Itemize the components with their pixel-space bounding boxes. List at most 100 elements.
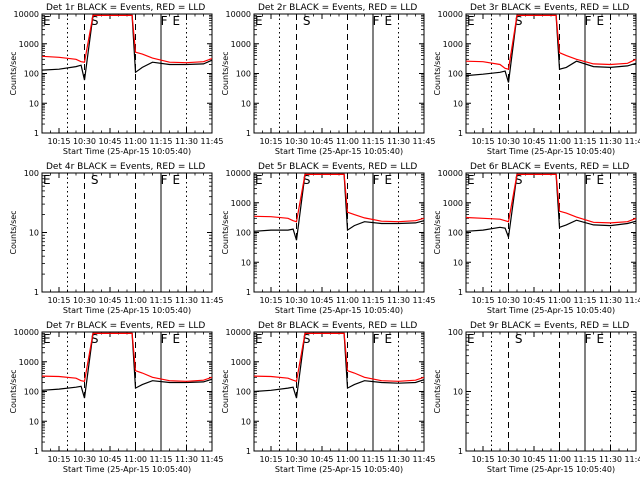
y-tick-label: 1 [246, 288, 251, 297]
series-events-line [466, 14, 636, 83]
y-axis-label: Counts/sec [221, 210, 230, 254]
y-tick-label: 10000 [438, 10, 463, 19]
y-tick-label: 1 [34, 288, 39, 297]
panel-det-5: Det 5r BLACK = Events, RED = LLD 1 10 100 10… [221, 162, 436, 315]
y-tick-label: 10000 [438, 169, 463, 178]
x-tick-label: 11:15 [361, 137, 384, 146]
y-tick-label: 10000 [226, 169, 251, 178]
series-group [466, 14, 636, 83]
y-tick-label: 10 [453, 99, 463, 108]
series-events-line [254, 173, 424, 241]
x-tick-label: 11:00 [124, 455, 147, 464]
x-tick-label: 11:15 [149, 455, 172, 464]
series-lld-line [42, 332, 212, 382]
x-tick-label: 11:15 [361, 296, 384, 305]
marker-s: S [515, 173, 523, 187]
marker-e: E [597, 332, 605, 346]
panel-title: Det 2r BLACK = Events, RED = LLD [258, 3, 417, 13]
series-lld-line [466, 14, 636, 70]
x-tick-label: 11:15 [573, 137, 596, 146]
series-group [42, 14, 212, 81]
x-tick-label: 11:15 [361, 455, 384, 464]
marker-f: F [585, 332, 592, 346]
x-axis-label: Start Time (25-Apr-15 10:05:40) [275, 147, 403, 156]
marker-e: E [173, 332, 181, 346]
x-tick-label: 11:30 [175, 137, 198, 146]
marker-s: S [91, 173, 99, 187]
x-tick-label: 10:45 [310, 455, 333, 464]
series-group [254, 332, 424, 399]
marker-s: S [91, 332, 99, 346]
y-tick-label: 1 [34, 129, 39, 138]
x-tick-label: 11:00 [336, 296, 359, 305]
x-tick-label: 10:15 [259, 137, 282, 146]
series-lld-line [42, 14, 212, 64]
panel-title: Det 5r BLACK = Events, RED = LLD [258, 162, 417, 172]
x-axis-label: Start Time (25-Apr-15 10:05:40) [487, 306, 615, 315]
y-tick-label: 1000 [443, 199, 463, 208]
x-axis-label: Start Time (25-Apr-15 10:05:40) [275, 306, 403, 315]
x-tick-label: 11:15 [149, 296, 172, 305]
x-tick-label: 10:30 [497, 137, 520, 146]
y-tick-label: 100 [236, 388, 251, 397]
x-tick-label: 11:30 [387, 455, 410, 464]
y-tick-label: 1000 [231, 199, 251, 208]
marker-e: E [43, 173, 51, 187]
x-tick-label: 10:30 [73, 137, 96, 146]
x-tick-label: 10:15 [259, 296, 282, 305]
y-tick-label: 100 [236, 70, 251, 79]
panel-det-4: Det 4r BLACK = Events, RED = LLD 1 10 100 10… [9, 162, 224, 315]
y-tick-label: 100 [24, 388, 39, 397]
y-tick-label: 1000 [231, 358, 251, 367]
panel-title: Det 8r BLACK = Events, RED = LLD [258, 321, 417, 331]
marker-s: S [515, 332, 523, 346]
x-axis-label: Start Time (25-Apr-15 10:05:40) [487, 147, 615, 156]
x-tick-label: 11:15 [149, 137, 172, 146]
x-tick-label: 10:45 [522, 137, 545, 146]
marker-e: E [43, 332, 51, 346]
y-tick-label: 10000 [14, 10, 39, 19]
x-tick-label: 11:45 [412, 296, 435, 305]
x-tick-label: 11:45 [200, 296, 223, 305]
x-tick-label: 10:45 [522, 296, 545, 305]
y-tick-label: 10 [241, 258, 251, 267]
x-tick-label: 11:30 [387, 137, 410, 146]
y-tick-label: 100 [448, 70, 463, 79]
panel-det-9: Det 9r BLACK = Events, RED = LLD 1 10 100 10… [433, 321, 640, 474]
marker-e: E [43, 14, 51, 28]
marker-s: S [515, 14, 523, 28]
x-axis-label: Start Time (25-Apr-15 10:05:40) [63, 147, 191, 156]
panel-det-8: Det 8r BLACK = Events, RED = LLD 1 10 100 10… [221, 321, 436, 474]
y-axis-label: Counts/sec [9, 369, 18, 413]
panel-title: Det 4r BLACK = Events, RED = LLD [46, 162, 205, 172]
y-tick-label: 1000 [231, 40, 251, 49]
x-tick-label: 10:30 [497, 455, 520, 464]
y-tick-label: 1000 [443, 40, 463, 49]
y-tick-label: 100 [448, 328, 463, 337]
x-tick-label: 10:30 [285, 455, 308, 464]
y-tick-label: 100 [24, 70, 39, 79]
x-tick-label: 11:45 [624, 137, 640, 146]
x-tick-label: 10:15 [47, 455, 70, 464]
x-tick-label: 10:30 [285, 296, 308, 305]
x-tick-label: 10:30 [73, 455, 96, 464]
panel-det-2: Det 2r BLACK = Events, RED = LLD 1 10 100 10… [221, 3, 436, 156]
x-tick-label: 11:00 [548, 137, 571, 146]
y-tick-label: 10000 [14, 328, 39, 337]
marker-e: E [173, 14, 181, 28]
series-lld-line [254, 173, 424, 223]
series-group [466, 173, 636, 238]
panel-title: Det 1r BLACK = Events, RED = LLD [46, 3, 205, 13]
x-tick-label: 10:15 [471, 137, 494, 146]
x-tick-label: 11:00 [124, 137, 147, 146]
marker-e: E [385, 14, 393, 28]
panel-det-6: Det 6r BLACK = Events, RED = LLD 1 10 100 10… [433, 162, 640, 315]
x-tick-label: 10:45 [98, 455, 121, 464]
x-tick-label: 10:15 [47, 137, 70, 146]
y-tick-label: 1000 [19, 358, 39, 367]
y-axis-label: Counts/sec [9, 210, 18, 254]
y-tick-label: 10 [453, 258, 463, 267]
marker-f: F [585, 173, 592, 187]
x-tick-label: 10:30 [497, 296, 520, 305]
series-events-line [42, 14, 212, 81]
